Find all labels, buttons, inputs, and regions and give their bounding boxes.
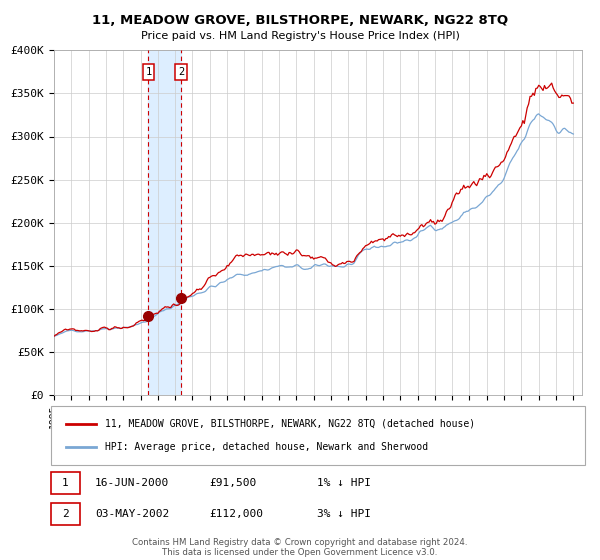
Text: 1: 1 (145, 67, 152, 77)
Bar (148, 50, 181, 395)
Text: Contains HM Land Registry data © Crown copyright and database right 2024.
This d: Contains HM Land Registry data © Crown c… (132, 538, 468, 557)
Text: 16-JUN-2000: 16-JUN-2000 (95, 478, 169, 488)
Text: £112,000: £112,000 (209, 509, 263, 519)
Text: 1% ↓ HPI: 1% ↓ HPI (317, 478, 371, 488)
Text: HPI: Average price, detached house, Newark and Sherwood: HPI: Average price, detached house, Newa… (105, 442, 428, 452)
Text: 11, MEADOW GROVE, BILSTHORPE, NEWARK, NG22 8TQ (detached house): 11, MEADOW GROVE, BILSTHORPE, NEWARK, NG… (105, 419, 475, 429)
Text: Price paid vs. HM Land Registry's House Price Index (HPI): Price paid vs. HM Land Registry's House … (140, 31, 460, 41)
Text: 11, MEADOW GROVE, BILSTHORPE, NEWARK, NG22 8TQ: 11, MEADOW GROVE, BILSTHORPE, NEWARK, NG… (92, 14, 508, 27)
Text: 2: 2 (178, 67, 184, 77)
Text: 2: 2 (62, 509, 69, 519)
Text: 3% ↓ HPI: 3% ↓ HPI (317, 509, 371, 519)
Text: 03-MAY-2002: 03-MAY-2002 (95, 509, 169, 519)
Text: £91,500: £91,500 (209, 478, 256, 488)
Text: 1: 1 (62, 478, 69, 488)
